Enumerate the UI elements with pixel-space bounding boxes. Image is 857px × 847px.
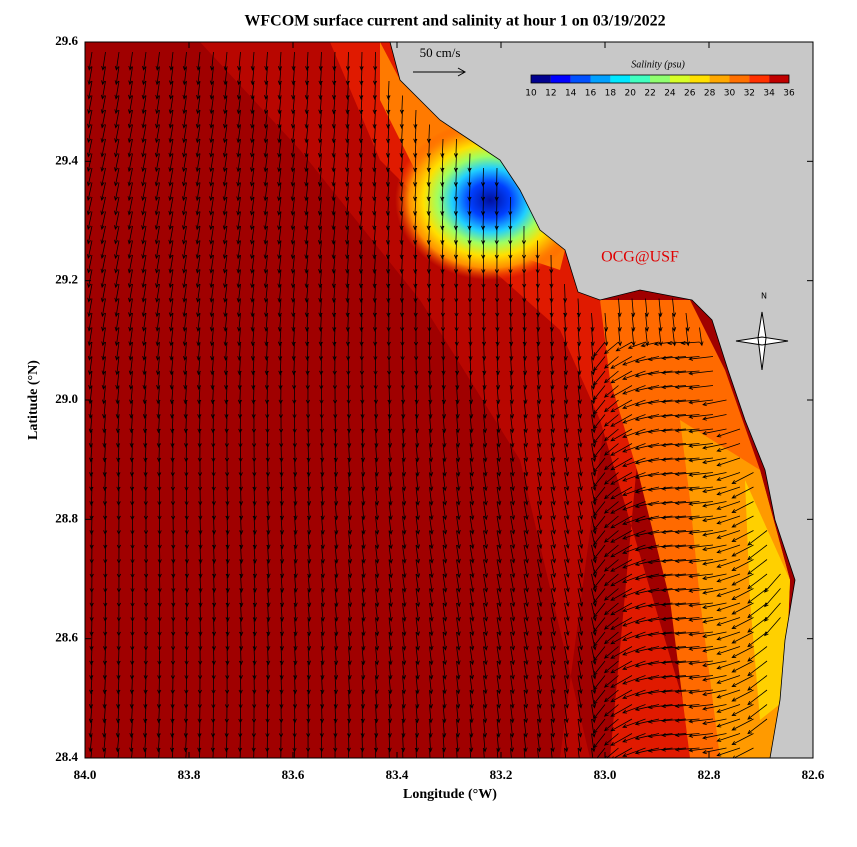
colorbar-title: Salinity (psu) bbox=[631, 59, 685, 70]
colorbar-segment bbox=[650, 75, 670, 83]
x-tick-label: 82.6 bbox=[802, 767, 825, 782]
axes: 84.0 83.8 83.6 83.4 83.2 83.0 82.8 82.6 28.4 28.6… bbox=[55, 33, 825, 782]
colorbar-tick-label: 12 bbox=[545, 89, 556, 99]
salinity-zone bbox=[745, 480, 790, 720]
x-tick-label: 83.4 bbox=[386, 767, 409, 782]
colorbar-segment bbox=[550, 75, 571, 83]
colorbar-segment bbox=[590, 75, 611, 83]
colorbar-segment bbox=[769, 75, 789, 83]
colorbar-tick-label: 26 bbox=[684, 89, 696, 99]
colorbar-segment bbox=[570, 75, 591, 83]
colorbar-tick-label: 18 bbox=[605, 89, 617, 99]
compass bbox=[735, 311, 789, 371]
colorbar-segment bbox=[729, 75, 750, 83]
colorbar-segment bbox=[749, 75, 770, 83]
colorbar: 10 12 14 16 18 20 22 24 26 28 30 32 34 36 bbox=[525, 74, 795, 99]
colorbar-tick-label: 20 bbox=[625, 89, 637, 99]
x-tick-label: 84.0 bbox=[74, 767, 97, 782]
colorbar-segment bbox=[669, 75, 690, 83]
y-tick-label: 29.2 bbox=[55, 272, 78, 287]
x-tick-label: 83.6 bbox=[282, 767, 305, 782]
colorbar-tick-label: 28 bbox=[704, 89, 716, 99]
land bbox=[389, 42, 813, 758]
colorbar-tick-label: 14 bbox=[565, 89, 577, 99]
scale-arrow bbox=[413, 67, 467, 77]
y-axis-label: Latitude (°N) bbox=[26, 360, 41, 440]
colorbar-tick-label: 22 bbox=[644, 89, 655, 99]
colorbar-segment bbox=[709, 75, 730, 83]
y-tick-label: 29.4 bbox=[55, 152, 78, 167]
y-tick-label: 28.8 bbox=[55, 510, 78, 525]
x-axis-label: Longitude (°W) bbox=[403, 787, 497, 802]
map-title: WFCOM surface current and salinity at ho… bbox=[244, 13, 665, 30]
y-tick-label: 28.4 bbox=[55, 749, 78, 764]
colorbar-frame bbox=[530, 74, 790, 84]
colorbar-tick-label: 30 bbox=[724, 89, 736, 99]
colorbar-segment bbox=[610, 75, 631, 83]
credit: OCG@USF bbox=[601, 249, 679, 266]
colorbar-segment bbox=[689, 75, 710, 83]
y-tick-label: 29.6 bbox=[55, 33, 78, 48]
colorbar-tick-label: 36 bbox=[783, 89, 795, 99]
colorbar-tick-label: 32 bbox=[744, 89, 755, 99]
x-tick-label: 82.8 bbox=[698, 767, 721, 782]
colorbar-tick-label: 10 bbox=[525, 89, 537, 99]
current-arrow bbox=[86, 51, 781, 758]
y-tick-label: 28.6 bbox=[55, 630, 78, 645]
x-tick-label: 83.8 bbox=[178, 767, 201, 782]
colorbar-tick-label: 24 bbox=[664, 89, 676, 99]
colorbar-segment bbox=[531, 75, 551, 83]
colorbar-segment bbox=[630, 75, 651, 83]
scale-label: 50 cm/s bbox=[420, 45, 461, 60]
colorbar-tick-label: 34 bbox=[763, 89, 775, 99]
x-tick-label: 83.0 bbox=[594, 767, 617, 782]
colorbar-tick-label: 16 bbox=[585, 89, 597, 99]
y-tick-label: 29.0 bbox=[55, 391, 78, 406]
current-vectors bbox=[86, 51, 781, 758]
x-tick-label: 83.2 bbox=[490, 767, 513, 782]
north-label: N bbox=[761, 292, 767, 301]
